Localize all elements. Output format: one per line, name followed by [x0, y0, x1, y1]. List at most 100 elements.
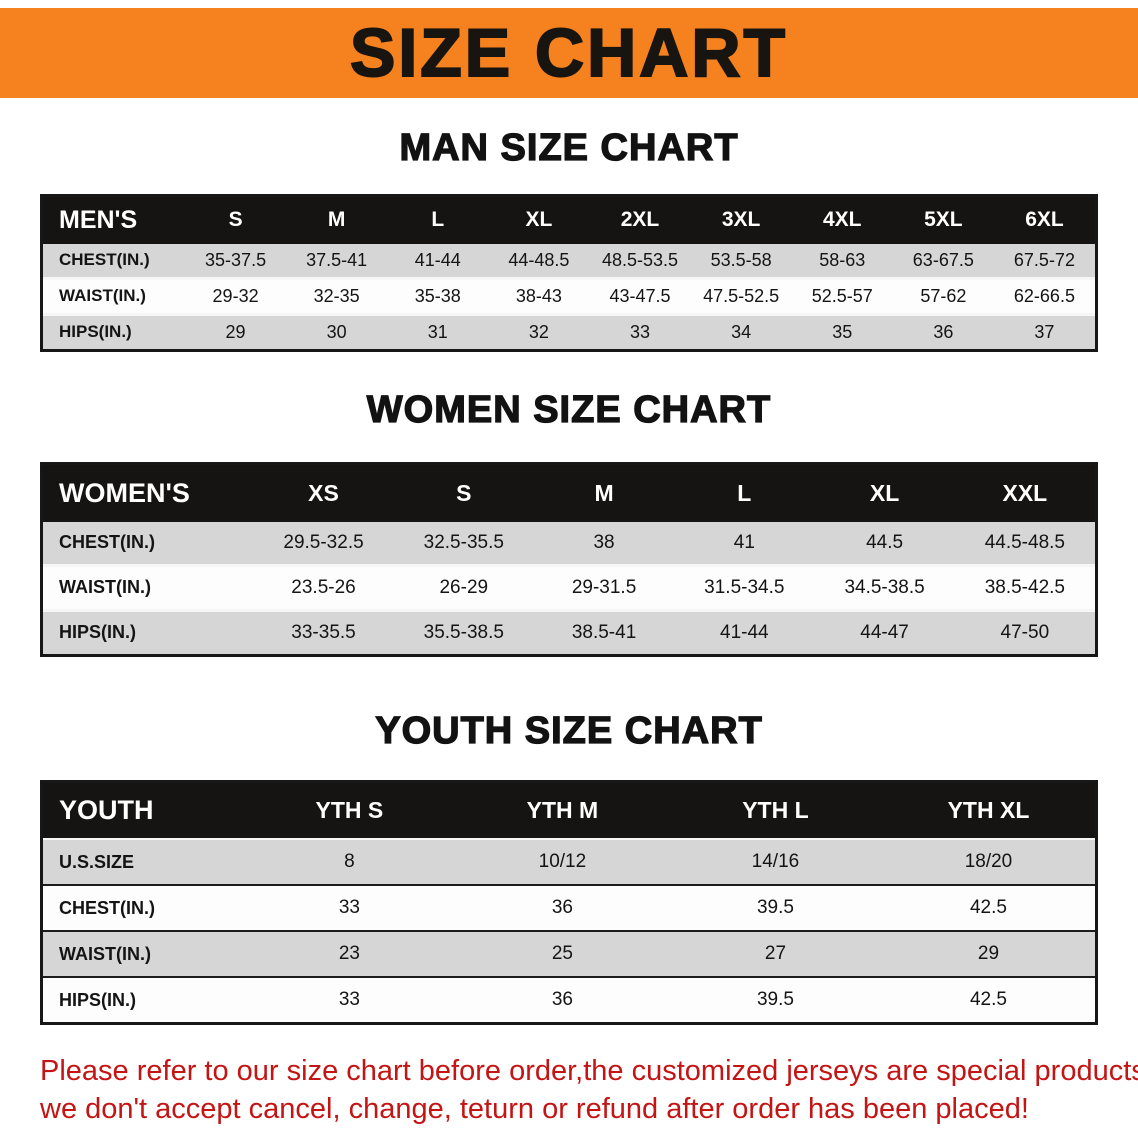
- table-row: CHEST(IN.) 33 36 39.5 42.5: [43, 885, 1095, 932]
- size-value-cell: 25: [551, 943, 573, 965]
- size-column-header: YTH XL: [947, 797, 1030, 824]
- size-value-cell: 37.5-41: [306, 249, 368, 270]
- size-value-cell: 53.5-58: [710, 249, 772, 270]
- size-column-header: L: [431, 208, 445, 232]
- size-column-header: M: [594, 479, 614, 506]
- row-label: HIPS(IN.): [59, 989, 137, 1010]
- table-header-row: MEN'S S M L XL 2XL 3XL 4XL 5XL 6XL: [43, 196, 1095, 244]
- size-value-cell: 33: [629, 321, 651, 342]
- size-column-header: XXL: [1002, 479, 1048, 506]
- row-label: HIPS(IN.): [59, 622, 137, 643]
- size-value-cell: 35-38: [414, 285, 461, 306]
- size-value-cell: 44-47: [860, 621, 909, 643]
- size-value-cell: 31: [427, 321, 448, 342]
- size-column-header: XS: [308, 479, 339, 506]
- row-label: WAIST(IN.): [59, 286, 146, 306]
- size-value-cell: 44.5: [866, 531, 904, 553]
- size-value-cell: 63-67.5: [912, 249, 974, 270]
- page-title: SIZE CHART: [349, 15, 788, 91]
- table-row: WAIST(IN.) 29-32 32-35 35-38 38-43 43-47.5 47.…: [43, 278, 1095, 315]
- size-value-cell: 34: [731, 321, 752, 342]
- disclaimer-line: we don't accept cancel, change, teturn o…: [40, 1093, 1029, 1126]
- size-value-cell: 62-66.5: [1013, 285, 1075, 306]
- row-label: CHEST(IN.): [59, 250, 150, 270]
- banner: SIZE CHART: [0, 8, 1138, 98]
- row-label: HIPS(IN.): [59, 322, 132, 342]
- disclaimer-line: Please refer to our size chart before or…: [40, 1055, 1138, 1088]
- size-column-header: 4XL: [822, 208, 862, 232]
- size-value-cell: 36: [933, 321, 954, 342]
- size-value-cell: 34.5-38.5: [844, 576, 925, 598]
- size-value-cell: 41-44: [720, 621, 769, 643]
- size-value-cell: 23.5-26: [291, 576, 356, 598]
- women-size-table: WOMEN'S XS S M L XL XXL CHEST(IN.) 29.5-32.5 32.5…: [40, 461, 1098, 657]
- table-name-label: WOMEN'S: [59, 477, 190, 508]
- size-column-header: YTH L: [742, 797, 809, 824]
- size-value-cell: 41-44: [414, 249, 461, 270]
- table-row: CHEST(IN.) 35-37.5 37.5-41 41-44 44-48.5 48.5…: [43, 243, 1095, 279]
- men-section-heading: MAN SIZE CHART: [399, 127, 739, 170]
- size-value-cell: 23: [338, 943, 360, 965]
- table-row: CHEST(IN.) 29.5-32.5 32.5-35.5 38 41 44.5 44.5…: [43, 521, 1095, 566]
- size-value-cell: 38-43: [515, 285, 562, 306]
- size-column-header: XL: [525, 208, 553, 232]
- size-column-header: S: [456, 479, 472, 506]
- table-header-row: WOMEN'S XS S M L XL XXL: [43, 464, 1095, 522]
- size-value-cell: 31.5-34.5: [704, 576, 785, 598]
- size-value-cell: 41: [733, 531, 755, 553]
- row-label: WAIST(IN.): [59, 577, 151, 598]
- disclaimer: Please refer to our size chart before or…: [40, 1053, 1138, 1128]
- size-value-cell: 29-32: [212, 285, 259, 306]
- size-value-cell: 58-63: [819, 249, 866, 270]
- size-value-cell: 33-35.5: [291, 621, 356, 643]
- size-value-cell: 32.5-35.5: [423, 531, 504, 553]
- size-value-cell: 29: [225, 321, 246, 342]
- size-value-cell: 32-35: [313, 285, 360, 306]
- size-value-cell: 42.5: [969, 897, 1007, 919]
- size-value-cell: 47.5-52.5: [703, 285, 780, 306]
- row-label: CHEST(IN.): [59, 532, 155, 553]
- men-size-table: MEN'S S M L XL 2XL 3XL 4XL 5XL 6XL CHEST(IN.) 35-37…: [40, 193, 1098, 352]
- size-value-cell: 35: [832, 321, 853, 342]
- size-value-cell: 35-37.5: [205, 249, 267, 270]
- size-value-cell: 33: [338, 989, 360, 1011]
- size-value-cell: 32: [528, 321, 549, 342]
- women-section-heading: WOMEN SIZE CHART: [366, 388, 772, 431]
- size-value-cell: 52.5-57: [811, 285, 873, 306]
- size-value-cell: 38.5-41: [571, 621, 637, 643]
- section-women-size-chart: WOMEN SIZE CHART WOMEN'S XS S M L XL XXL CHEST(…: [0, 388, 1138, 657]
- size-value-cell: 67.5-72: [1013, 249, 1075, 270]
- size-chart-page: SIZE CHART MAN SIZE CHART MEN'S S M L XL 2XL 3…: [0, 8, 1138, 1140]
- size-value-cell: 38.5-42.5: [984, 576, 1065, 598]
- size-value-cell: 8: [344, 851, 355, 873]
- size-column-header: 2XL: [620, 208, 660, 232]
- size-value-cell: 42.5: [969, 989, 1007, 1011]
- size-column-header: S: [228, 208, 243, 232]
- size-value-cell: 39.5: [756, 897, 794, 919]
- size-column-header: 6XL: [1025, 208, 1064, 232]
- size-value-cell: 30: [326, 321, 347, 342]
- size-value-cell: 44.5-48.5: [984, 531, 1065, 553]
- table-name-label: YOUTH: [59, 795, 154, 826]
- size-value-cell: 36: [551, 897, 573, 919]
- size-value-cell: 39.5: [756, 989, 794, 1011]
- size-value-cell: 44-48.5: [508, 249, 570, 270]
- size-value-cell: 33: [338, 897, 360, 919]
- size-value-cell: 43-47.5: [609, 285, 671, 306]
- table-row: WAIST(IN.) 23.5-26 26-29 29-31.5 31.5-34.5 34…: [43, 565, 1095, 611]
- size-value-cell: 48.5-53.5: [601, 249, 679, 270]
- section-men-size-chart: MAN SIZE CHART MEN'S S M L XL 2XL 3XL 4XL 5XL 6XL…: [0, 127, 1138, 352]
- table-header-row: YOUTH YTH S YTH M YTH L YTH XL: [43, 783, 1095, 840]
- size-value-cell: 10/12: [538, 851, 587, 873]
- size-value-cell: 29.5-32.5: [283, 531, 364, 553]
- size-value-cell: 18/20: [964, 851, 1013, 873]
- table-row: U.S.SIZE 8 10/12 14/16 18/20: [43, 839, 1095, 886]
- size-column-header: M: [327, 208, 346, 232]
- size-column-header: YTH M: [526, 797, 599, 824]
- table-row: HIPS(IN.) 29 30 31 32 33 34 35 36 37: [43, 314, 1095, 349]
- size-value-cell: 27: [764, 943, 787, 965]
- size-value-cell: 26-29: [439, 576, 489, 598]
- size-value-cell: 37: [1034, 321, 1055, 342]
- row-label: U.S.SIZE: [59, 851, 135, 872]
- row-label: WAIST(IN.): [59, 943, 151, 964]
